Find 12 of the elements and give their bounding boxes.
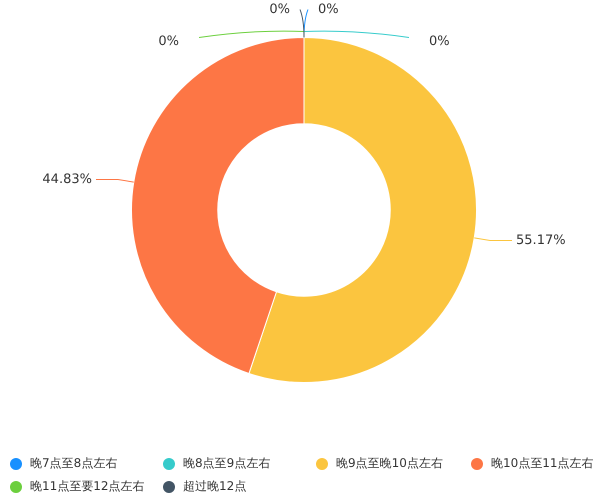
data-label: 44.83% (42, 172, 92, 187)
legend-label: 晚8点至9点左右 (183, 455, 270, 472)
legend-label: 晚7点至8点左右 (30, 455, 118, 472)
legend-label: 晚11点至要12点左右 (30, 478, 145, 495)
legend-label: 超过晚12点 (183, 478, 246, 495)
legend-label: 晚10点至11点左右 (491, 455, 594, 472)
text: 0% (429, 34, 450, 49)
data-label: 55.17% (516, 232, 566, 248)
text: 0% (269, 2, 290, 17)
legend-label: 晚9点至晚10点左右 (336, 455, 443, 472)
text: 0% (318, 2, 339, 17)
text: 0% (158, 34, 179, 49)
